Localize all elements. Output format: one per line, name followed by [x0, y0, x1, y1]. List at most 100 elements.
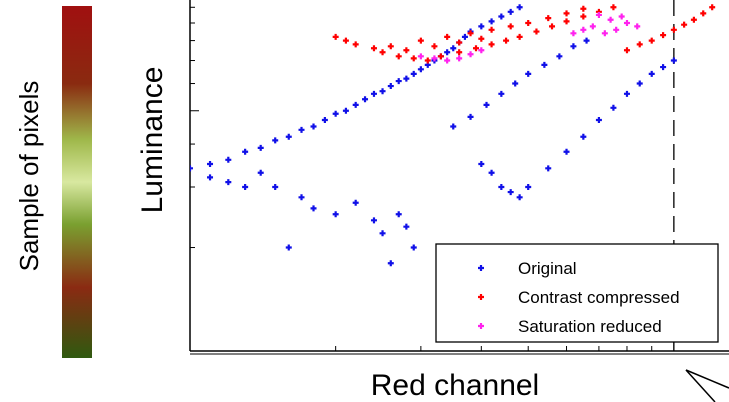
point-contrast-compressed	[488, 41, 495, 48]
point-original	[648, 70, 655, 77]
point-original	[507, 8, 514, 15]
point-original	[660, 64, 667, 71]
point-contrast-compressed	[525, 20, 532, 27]
legend-marker	[478, 294, 484, 300]
point-original	[580, 133, 587, 140]
point-contrast-compressed	[472, 45, 479, 52]
point-original	[563, 148, 570, 155]
point-original	[570, 43, 577, 50]
point-contrast-compressed	[403, 47, 410, 54]
point-contrast-compressed	[681, 21, 688, 28]
point-original	[352, 101, 359, 108]
pointer-arrow-line-b	[685, 369, 716, 402]
point-contrast-compressed	[342, 37, 349, 44]
point-original	[403, 223, 410, 230]
point-original	[370, 217, 377, 224]
point-contrast-compressed	[467, 30, 474, 37]
point-contrast-compressed	[478, 35, 485, 42]
legend-marker	[478, 323, 484, 329]
point-original	[387, 83, 394, 90]
point-saturation-reduced	[580, 26, 587, 33]
point-contrast-compressed	[332, 33, 339, 40]
point-original	[461, 33, 468, 40]
point-original	[525, 184, 532, 191]
point-original	[370, 90, 377, 97]
point-original	[190, 165, 193, 172]
point-contrast-compressed	[533, 28, 540, 35]
point-original	[352, 199, 359, 206]
point-saturation-reduced	[595, 11, 602, 18]
y-axis-label: Luminance	[136, 67, 169, 214]
point-saturation-reduced	[456, 55, 463, 62]
point-original	[498, 184, 505, 191]
scatter-points	[190, 4, 716, 267]
point-contrast-compressed	[456, 39, 463, 46]
point-original	[583, 37, 590, 44]
point-original	[525, 70, 532, 77]
x-axis-label: Red channel	[371, 369, 539, 402]
point-contrast-compressed	[636, 41, 643, 48]
point-original	[242, 148, 249, 155]
point-original	[310, 123, 317, 130]
point-original	[298, 126, 305, 133]
point-original	[362, 96, 369, 103]
point-contrast-compressed	[690, 16, 697, 23]
point-contrast-compressed	[456, 49, 463, 56]
point-original	[285, 133, 292, 140]
point-saturation-reduced	[444, 57, 451, 64]
point-contrast-compressed	[417, 37, 424, 44]
point-saturation-reduced	[570, 30, 577, 37]
point-original	[379, 88, 386, 95]
point-contrast-compressed	[410, 55, 417, 62]
legend-label: Saturation reduced	[518, 317, 662, 336]
point-contrast-compressed	[387, 43, 394, 50]
point-contrast-compressed	[623, 47, 630, 54]
point-original	[332, 211, 339, 218]
point-original	[257, 169, 264, 176]
point-original	[610, 104, 617, 111]
point-original	[488, 169, 495, 176]
point-contrast-compressed	[700, 10, 707, 17]
series-original	[190, 4, 677, 267]
point-original	[342, 107, 349, 114]
point-original	[395, 78, 402, 85]
point-original	[478, 160, 485, 167]
point-contrast-compressed	[545, 15, 552, 22]
point-original	[417, 66, 424, 73]
y-axis-ticks	[190, 6, 199, 249]
point-original	[498, 13, 505, 20]
point-saturation-reduced	[431, 55, 438, 62]
point-contrast-compressed	[395, 53, 402, 60]
point-saturation-reduced	[589, 23, 596, 30]
point-contrast-compressed	[437, 53, 444, 60]
pixel-sample-strip	[62, 6, 92, 358]
legend: Original Contrast compressed Saturation re…	[435, 243, 719, 343]
legend-label: Contrast compressed	[518, 288, 680, 307]
point-original	[257, 144, 264, 151]
point-original	[298, 194, 305, 201]
point-original	[225, 156, 232, 163]
point-original	[332, 110, 339, 117]
point-contrast-compressed	[580, 5, 587, 12]
point-original	[272, 137, 279, 144]
point-original	[225, 179, 232, 186]
point-original	[450, 123, 457, 130]
point-contrast-compressed	[444, 33, 451, 40]
legend-label: Original	[518, 259, 577, 278]
point-saturation-reduced	[417, 53, 424, 60]
point-contrast-compressed	[610, 4, 617, 11]
point-original	[379, 230, 386, 237]
point-contrast-compressed	[503, 37, 510, 44]
point-original	[310, 205, 317, 212]
point-contrast-compressed	[709, 4, 716, 11]
point-contrast-compressed	[431, 43, 438, 50]
point-original	[478, 23, 485, 30]
point-contrast-compressed	[488, 26, 495, 33]
point-contrast-compressed	[379, 49, 386, 56]
point-contrast-compressed	[516, 33, 523, 40]
point-original	[395, 211, 402, 218]
point-saturation-reduced	[467, 51, 474, 58]
point-contrast-compressed	[424, 57, 431, 64]
point-original	[507, 189, 514, 196]
point-original	[545, 165, 552, 172]
